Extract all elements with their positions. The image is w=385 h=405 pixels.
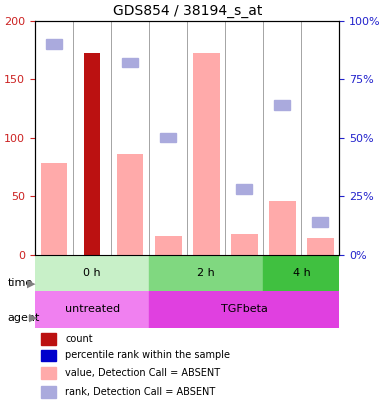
Bar (41, 333, 56, 345)
Bar (198, 0, 214, 6)
Text: 0 h: 0 h (83, 268, 101, 278)
Bar (193, 53, 219, 255)
Bar (149, 255, 263, 291)
Bar (231, 234, 258, 255)
Bar (236, 184, 252, 194)
Bar (155, 236, 182, 255)
Text: agent: agent (8, 313, 40, 323)
Text: value, Detection Call = ABSENT: value, Detection Call = ABSENT (65, 368, 221, 378)
Bar (41, 350, 56, 361)
Bar (85, 0, 99, 6)
Text: 4 h: 4 h (293, 268, 310, 278)
Text: ▶: ▶ (29, 313, 37, 323)
Text: count: count (65, 334, 93, 344)
Bar (275, 100, 290, 109)
Bar (41, 367, 56, 379)
Text: TGFbeta: TGFbeta (221, 305, 268, 314)
Bar (35, 291, 149, 328)
Bar (160, 133, 176, 142)
Text: untreated: untreated (65, 305, 120, 314)
Bar (117, 154, 144, 255)
Text: rank, Detection Call = ABSENT: rank, Detection Call = ABSENT (65, 387, 216, 397)
Bar (307, 238, 334, 255)
Text: time: time (8, 279, 33, 288)
Bar (263, 255, 340, 291)
Bar (149, 291, 340, 328)
Bar (46, 39, 62, 49)
Text: ▶: ▶ (27, 279, 35, 288)
Bar (41, 386, 56, 398)
Title: GDS854 / 38194_s_at: GDS854 / 38194_s_at (112, 4, 262, 18)
Bar (84, 53, 100, 255)
Bar (269, 201, 296, 255)
Text: percentile rank within the sample: percentile rank within the sample (65, 350, 231, 360)
Bar (122, 58, 138, 67)
Text: 2 h: 2 h (198, 268, 215, 278)
Bar (41, 163, 67, 255)
Bar (35, 255, 149, 291)
Bar (313, 217, 328, 226)
